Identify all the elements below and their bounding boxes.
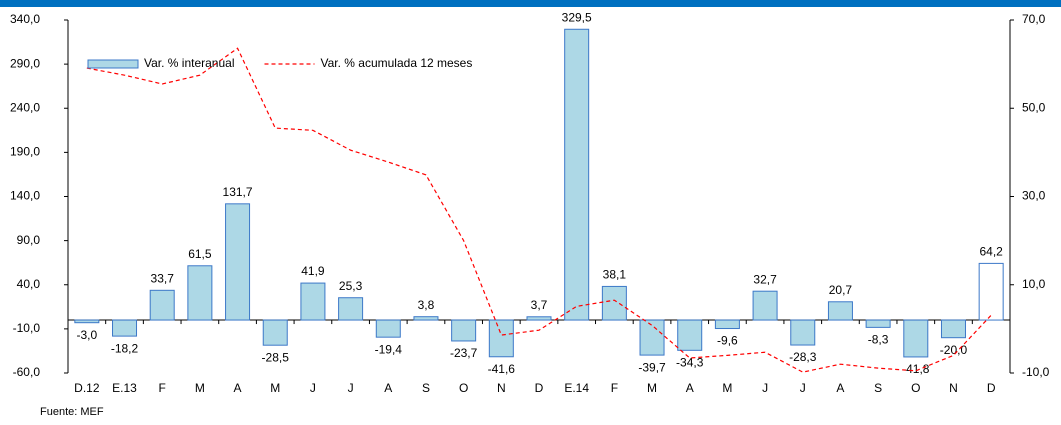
y2-tick-label: 70,0: [1022, 12, 1046, 26]
bar: [827, 301, 853, 321]
x-tick-label: A: [234, 381, 242, 395]
y-tick-label: 340,0: [10, 12, 40, 26]
value-label: -41,6: [488, 362, 516, 376]
bar: [865, 319, 891, 328]
header-band: [0, 0, 1061, 7]
value-label: 329,5: [562, 10, 592, 24]
x-tick-label: N: [949, 381, 958, 395]
bar: [225, 203, 251, 321]
bar: [940, 319, 966, 339]
x-tick-label: E.13: [112, 381, 137, 395]
x-tick-label: M: [647, 381, 657, 395]
value-label: -3,0: [76, 328, 97, 342]
x-tick-label: O: [911, 381, 920, 395]
bar: [601, 285, 627, 321]
value-label: 3,7: [531, 298, 548, 312]
bar: [526, 316, 552, 321]
value-label: 33,7: [151, 271, 175, 285]
x-tick-label: N: [497, 381, 506, 395]
bar: [74, 319, 100, 324]
value-label: 61,5: [188, 247, 212, 261]
y2-tick-label: 50,0: [1022, 100, 1046, 114]
value-label: 38,1: [603, 268, 627, 282]
y-tick-label: 190,0: [10, 145, 40, 159]
x-tick-label: J: [800, 381, 806, 395]
y-tick-label: 290,0: [10, 56, 40, 70]
value-label: -9,6: [717, 334, 738, 348]
value-label: 3,8: [418, 298, 435, 312]
bar: [639, 319, 665, 356]
value-label: -20,0: [940, 343, 968, 357]
y-tick-label: -60,0: [13, 365, 41, 379]
bar: [790, 319, 816, 346]
value-label: -39,7: [638, 360, 666, 374]
value-label: 25,3: [339, 279, 363, 293]
x-tick-label: D: [535, 381, 544, 395]
value-label: -8,3: [868, 333, 889, 347]
y-tick-label: -10,0: [13, 321, 41, 335]
x-tick-label: J: [762, 381, 768, 395]
value-label: 131,7: [223, 185, 253, 199]
bar: [451, 319, 477, 342]
x-tick-label: J: [310, 381, 316, 395]
x-tick-label: O: [459, 381, 468, 395]
value-label: -18,2: [111, 341, 139, 355]
bar: [714, 319, 740, 330]
value-label: -41,8: [902, 362, 930, 376]
value-label: -34,3: [676, 355, 704, 369]
bar: [413, 316, 439, 321]
x-tick-label: F: [159, 381, 166, 395]
x-tick-label: F: [611, 381, 618, 395]
bar: [262, 319, 288, 346]
value-label: -23,7: [450, 346, 478, 360]
bar: [752, 290, 778, 321]
bar: [978, 262, 1004, 321]
x-tick-label: A: [384, 381, 392, 395]
bar: [375, 319, 401, 338]
source-note: Fuente: MEF: [40, 406, 104, 418]
value-label: 41,9: [301, 264, 325, 278]
x-tick-label: S: [874, 381, 882, 395]
line-series: [86, 47, 992, 373]
bar: [677, 319, 703, 351]
y2-tick-label: 10,0: [1022, 277, 1046, 291]
x-tick-label: S: [422, 381, 430, 395]
y2-tick-label: 30,0: [1022, 189, 1046, 203]
bar: [903, 319, 929, 358]
value-label: -28,3: [789, 350, 817, 364]
y-tick-label: 240,0: [10, 100, 40, 114]
bar: [112, 319, 138, 337]
y-tick-label: 90,0: [17, 233, 41, 247]
bar: [564, 28, 590, 321]
y2-tick-label: -10,0: [1022, 365, 1050, 379]
bar: [338, 297, 364, 321]
y-tick-label: 140,0: [10, 189, 40, 203]
legend-label: Var. % acumulada 12 meses: [321, 56, 473, 70]
value-label: 32,7: [753, 272, 777, 286]
legend-label: Var. % interanual: [144, 56, 235, 70]
x-tick-label: M: [722, 381, 732, 395]
bar: [300, 282, 326, 321]
x-tick-label: E.14: [564, 381, 589, 395]
x-tick-label: A: [686, 381, 694, 395]
x-tick-label: D: [987, 381, 996, 395]
bar: [187, 265, 213, 321]
value-label: 20,7: [829, 283, 853, 297]
bar: [149, 289, 175, 321]
x-tick-label: M: [195, 381, 205, 395]
y-tick-label: 40,0: [17, 277, 41, 291]
x-tick-label: D.12: [74, 381, 100, 395]
value-label: -28,5: [262, 350, 290, 364]
legend-swatch: [87, 59, 139, 69]
x-tick-label: M: [270, 381, 280, 395]
value-label: -19,4: [375, 342, 403, 356]
value-label: 64,2: [979, 245, 1003, 259]
bar: [488, 319, 514, 358]
x-tick-label: J: [348, 381, 354, 395]
x-tick-label: A: [836, 381, 844, 395]
